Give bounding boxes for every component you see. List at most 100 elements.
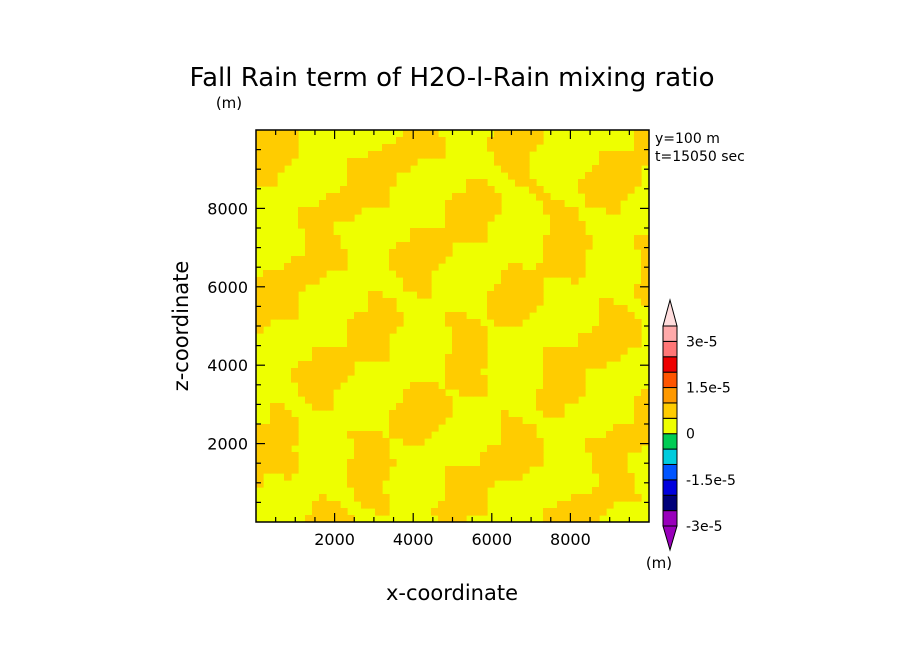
field-cell xyxy=(417,151,425,159)
field-cell xyxy=(326,396,334,404)
field-cell xyxy=(368,333,376,341)
field-cell xyxy=(501,445,509,453)
field-cell xyxy=(557,214,565,222)
field-cell xyxy=(347,333,355,341)
field-cell xyxy=(627,179,635,187)
field-cell xyxy=(494,200,502,208)
field-cell xyxy=(557,375,565,383)
field-cell xyxy=(375,151,383,159)
field-cell xyxy=(326,200,334,208)
field-cell xyxy=(571,368,579,376)
field-cell xyxy=(641,151,649,159)
field-cell xyxy=(501,319,509,327)
field-cell xyxy=(333,354,341,362)
field-cell xyxy=(529,270,537,278)
field-cell xyxy=(599,480,607,488)
field-cell xyxy=(571,494,579,502)
field-cell xyxy=(592,165,600,173)
field-cell xyxy=(361,473,369,481)
field-cell xyxy=(445,361,453,369)
field-cell xyxy=(284,424,292,432)
colorbar-swatch xyxy=(662,494,678,512)
field-cell xyxy=(410,151,418,159)
field-cell xyxy=(438,410,446,418)
field-cell xyxy=(564,508,572,516)
field-cell xyxy=(382,151,390,159)
field-cell xyxy=(438,403,446,411)
x-axis-title: x-coordinate xyxy=(386,581,518,605)
field-cell xyxy=(606,193,614,201)
field-cell xyxy=(536,193,544,201)
field-cell xyxy=(277,277,285,285)
field-cell xyxy=(263,291,271,299)
field-cell xyxy=(529,305,537,313)
field-cell xyxy=(613,200,621,208)
field-cell xyxy=(326,214,334,222)
field-cell xyxy=(501,305,509,313)
field-cell xyxy=(599,319,607,327)
field-cell xyxy=(382,445,390,453)
field-cell xyxy=(375,319,383,327)
field-cell xyxy=(571,221,579,229)
field-cell xyxy=(445,235,453,243)
field-cell xyxy=(389,298,397,306)
field-cell xyxy=(606,151,614,159)
field-cell xyxy=(319,347,327,355)
field-cell xyxy=(410,403,418,411)
field-cell xyxy=(487,214,495,222)
field-cell xyxy=(326,403,334,411)
field-cell xyxy=(543,508,551,516)
field-cell xyxy=(424,256,432,264)
field-cell xyxy=(305,368,313,376)
field-cell xyxy=(571,235,579,243)
field-cell xyxy=(382,179,390,187)
field-cell xyxy=(396,151,404,159)
field-cell xyxy=(487,473,495,481)
field-cell xyxy=(571,256,579,264)
field-cell xyxy=(256,452,264,460)
field-cell xyxy=(480,508,488,516)
field-cell xyxy=(389,158,397,166)
field-cell xyxy=(305,221,313,229)
field-cell xyxy=(473,361,481,369)
field-cell xyxy=(459,333,467,341)
field-cell xyxy=(333,263,341,271)
field-cell xyxy=(305,228,313,236)
field-cell xyxy=(543,193,551,201)
field-cell xyxy=(403,277,411,285)
field-cell xyxy=(620,172,628,180)
field-cell xyxy=(326,501,334,509)
field-cell xyxy=(592,193,600,201)
field-cell xyxy=(627,340,635,348)
field-cell xyxy=(494,151,502,159)
field-cell xyxy=(312,354,320,362)
field-cell xyxy=(263,466,271,474)
field-cell xyxy=(620,466,628,474)
field-cell xyxy=(564,235,572,243)
field-cell xyxy=(298,375,306,383)
field-cell xyxy=(571,270,579,278)
field-cell xyxy=(592,466,600,474)
field-cell xyxy=(599,326,607,334)
field-cell xyxy=(466,354,474,362)
field-cell xyxy=(284,410,292,418)
field-cell xyxy=(340,193,348,201)
field-cell xyxy=(613,487,621,495)
field-cell xyxy=(291,375,299,383)
field-cell xyxy=(382,319,390,327)
field-cell xyxy=(613,172,621,180)
field-cell xyxy=(473,235,481,243)
field-cell xyxy=(340,354,348,362)
field-cell xyxy=(256,151,264,159)
field-cell xyxy=(312,277,320,285)
field-cell xyxy=(557,221,565,229)
field-cell xyxy=(431,382,439,390)
field-cell xyxy=(473,221,481,229)
field-cell xyxy=(445,382,453,390)
field-cell xyxy=(641,242,649,250)
field-cell xyxy=(571,501,579,509)
field-cell xyxy=(543,270,551,278)
field-cell xyxy=(536,137,544,145)
field-cell xyxy=(319,501,327,509)
field-cell xyxy=(417,396,425,404)
